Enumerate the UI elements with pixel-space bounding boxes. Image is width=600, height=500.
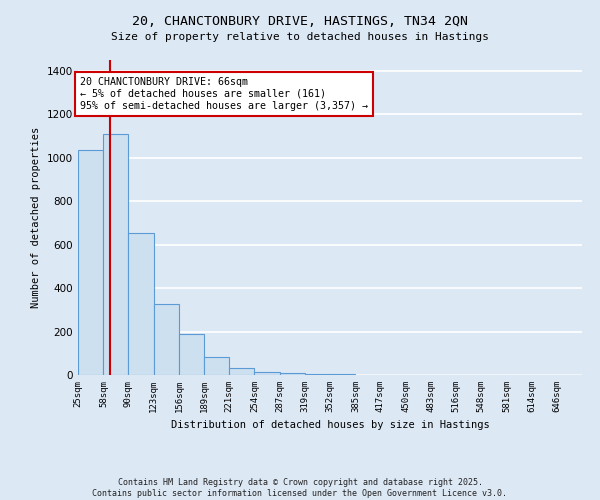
Bar bbox=[229, 368, 254, 375]
Text: 20 CHANCTONBURY DRIVE: 66sqm
← 5% of detached houses are smaller (161)
95% of se: 20 CHANCTONBURY DRIVE: 66sqm ← 5% of det… bbox=[80, 78, 368, 110]
Bar bbox=[179, 334, 205, 375]
Bar bbox=[305, 374, 330, 375]
Bar bbox=[78, 150, 103, 375]
Bar bbox=[128, 232, 154, 375]
Bar bbox=[254, 372, 280, 375]
Bar bbox=[330, 374, 355, 375]
Bar bbox=[205, 356, 229, 375]
Text: Size of property relative to detached houses in Hastings: Size of property relative to detached ho… bbox=[111, 32, 489, 42]
Bar bbox=[103, 134, 128, 375]
Text: 20, CHANCTONBURY DRIVE, HASTINGS, TN34 2QN: 20, CHANCTONBURY DRIVE, HASTINGS, TN34 2… bbox=[132, 15, 468, 28]
Text: Contains HM Land Registry data © Crown copyright and database right 2025.
Contai: Contains HM Land Registry data © Crown c… bbox=[92, 478, 508, 498]
Y-axis label: Number of detached properties: Number of detached properties bbox=[31, 127, 41, 308]
Bar bbox=[154, 304, 179, 375]
X-axis label: Distribution of detached houses by size in Hastings: Distribution of detached houses by size … bbox=[170, 420, 490, 430]
Bar bbox=[280, 374, 305, 375]
